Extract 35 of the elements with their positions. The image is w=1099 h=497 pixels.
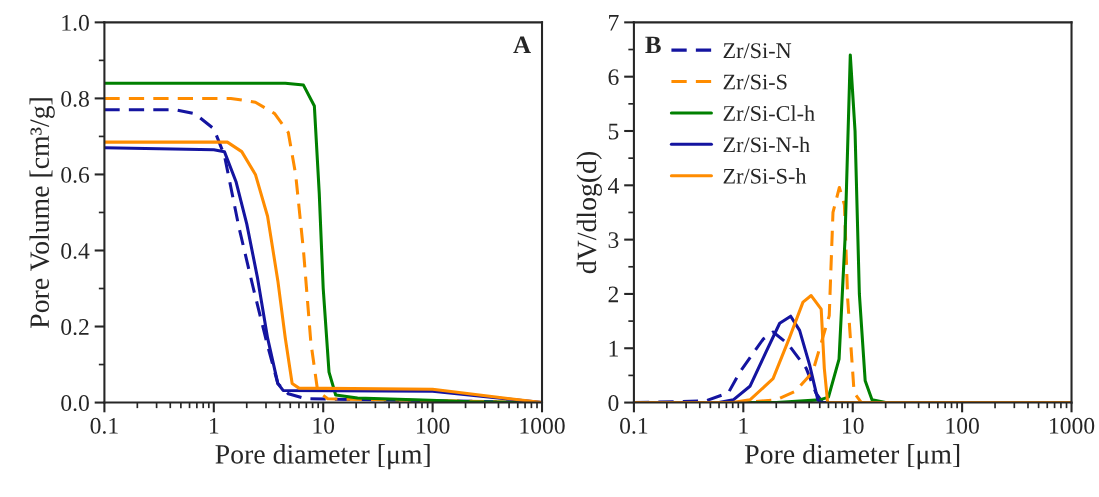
y-axis-title: dV/dlog(d) (576, 151, 602, 274)
x-axis-title: Pore diameter [μm] (745, 444, 960, 470)
y-tick-label: 6 (608, 69, 619, 86)
annotation: B (645, 36, 661, 54)
legend-label: Zr/Si-N-h (723, 136, 810, 153)
x-tick-label: 1 (739, 417, 748, 434)
y-tick-label: 0.6 (61, 166, 90, 183)
legend-label: Zr/Si-N (723, 43, 792, 59)
y-tick-label: 0 (608, 395, 619, 411)
x-tick-label: 1000 (1049, 417, 1095, 434)
x-tick-label: 10 (313, 417, 335, 434)
y-axis-title: Pore Volume [cm³/g] (29, 98, 55, 328)
y-tick-label: 1.0 (62, 14, 89, 31)
x-axis-title: Pore diameter [μm] (215, 444, 430, 470)
y-tick-label: 0.2 (61, 319, 89, 336)
y-tick-label: 3 (608, 232, 619, 249)
x-tick-label: 0.1 (90, 417, 118, 434)
legend-label: Zr/Si-Cl-h (723, 105, 815, 121)
y-tick-label: 7 (609, 15, 619, 31)
y-tick-label: 2 (608, 286, 619, 303)
y-tick-label: 0.0 (61, 395, 89, 412)
x-tick-label: 100 (946, 417, 979, 434)
y-tick-label: 4 (607, 177, 619, 194)
x-tick-label: 0.1 (620, 417, 648, 434)
x-tick-label: 1000 (520, 417, 565, 434)
y-tick-label: 0.8 (61, 90, 89, 107)
x-tick-label: 100 (416, 417, 450, 434)
legend-label: Zr/Si-S (723, 74, 787, 90)
x-tick-label: 10 (842, 417, 864, 434)
y-tick-label: 1 (609, 340, 618, 357)
x-tick-label: 1 (209, 417, 219, 434)
y-tick-label: 0.4 (61, 242, 90, 260)
legend-label: Zr/Si-S-h (723, 168, 807, 184)
y-tick-label: 5 (608, 123, 619, 140)
annotation: A (513, 36, 531, 54)
